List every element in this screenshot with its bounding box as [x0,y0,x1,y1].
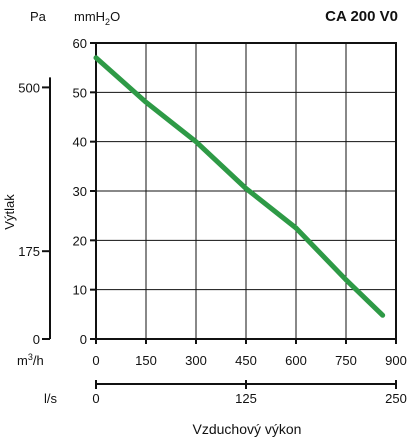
y-axis-title: Výtlak [2,194,17,230]
y-tick-label: 40 [73,135,87,150]
performance-curve [93,55,386,318]
x-tick-label: 900 [385,353,407,368]
y-tick-label: 10 [73,283,87,298]
x-tick-label: 600 [285,353,307,368]
chart-title: CA 200 V0 [325,8,398,25]
x-tick-label: 150 [135,353,157,368]
x-axis-secondary: 0 125 250 [92,380,407,406]
ls-tick-label: 125 [235,391,257,406]
primary-x-unit: m3/h [17,352,44,368]
x-tick-label: 0 [92,353,99,368]
ls-tick-label: 250 [385,391,407,406]
secondary-x-unit: l/s [44,391,58,406]
secondary-y-unit: Pa [30,9,47,24]
pa-tick-label: 500 [18,80,40,95]
ls-tick-label: 0 [92,391,99,406]
grid [96,43,396,339]
y-axis-secondary: 500 175 0 [18,77,51,347]
primary-y-unit: mmH2O [74,9,120,27]
pa-tick-label: 175 [18,244,40,259]
y-axis-primary: 0 10 20 30 40 50 60 [73,36,96,347]
x-axis-primary: 0 150 300 450 600 750 900 [92,339,407,368]
x-axis-title: Vzduchový výkon [193,421,302,437]
x-tick-label: 450 [235,353,257,368]
x-tick-label: 750 [335,353,357,368]
y-tick-label: 20 [73,233,87,248]
y-tick-label: 0 [80,332,87,347]
y-tick-label: 30 [73,184,87,199]
x-tick-label: 300 [185,353,207,368]
y-tick-label: 50 [73,85,87,100]
series-group [93,55,386,318]
y-tick-label: 60 [73,36,87,51]
pa-tick-label: 0 [33,332,40,347]
